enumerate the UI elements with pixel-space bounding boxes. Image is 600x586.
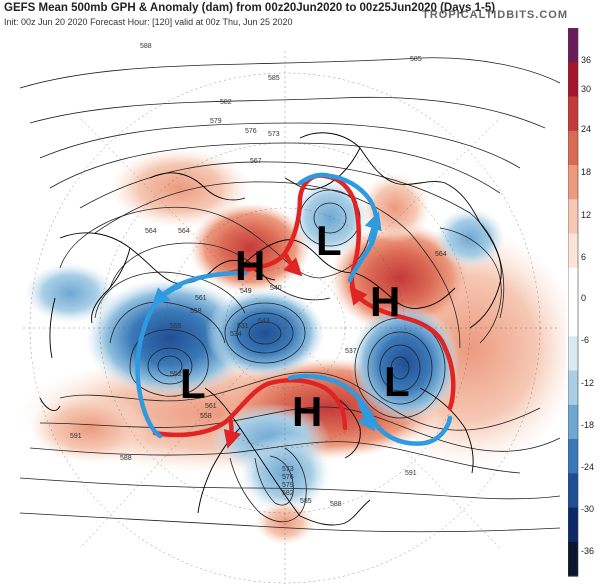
svg-text:585: 585 <box>410 56 422 63</box>
colorbar-frame <box>568 28 579 577</box>
tick-neg36: -36 <box>581 546 594 556</box>
colorbar-block <box>568 302 578 337</box>
height-contours <box>19 57 561 533</box>
colorbar-block <box>568 130 578 166</box>
colorbar-block <box>568 62 578 98</box>
svg-text:591: 591 <box>405 470 417 477</box>
svg-text:549: 549 <box>240 288 252 295</box>
svg-text:534: 534 <box>230 331 242 338</box>
ridge-arrow-central <box>152 378 348 438</box>
tick-0: 0 <box>581 293 586 303</box>
hemispheric-map: 588 585 585 582 579 576 573 567 564 561 … <box>0 28 566 584</box>
svg-text:561: 561 <box>205 403 217 410</box>
tick-neg24: -24 <box>581 462 594 472</box>
svg-text:591: 591 <box>70 433 82 440</box>
tick-18: 18 <box>581 167 591 177</box>
svg-text:558: 558 <box>200 413 212 420</box>
map-subtitle: Init: 00z Jun 20 2020 Forecast Hour: [12… <box>4 17 293 27</box>
colorbar-block <box>568 96 578 132</box>
svg-text:582: 582 <box>282 490 294 497</box>
site-credit: TROPICALTIDBITS.COM <box>422 9 568 21</box>
svg-text:531: 531 <box>237 323 249 330</box>
tick-24: 24 <box>581 124 591 134</box>
colorbar-block <box>568 165 578 200</box>
tick-6: 6 <box>581 252 586 262</box>
svg-text:573: 573 <box>282 466 294 473</box>
svg-text:540: 540 <box>270 285 282 292</box>
low-label-atlantic: L <box>384 358 410 405</box>
svg-text:582: 582 <box>220 99 232 106</box>
anomaly-shading <box>20 148 566 545</box>
low-label-siberia: L <box>316 217 342 264</box>
svg-text:555: 555 <box>170 323 182 330</box>
colorbar-block <box>568 336 578 372</box>
tick-30: 30 <box>581 84 591 94</box>
svg-text:561: 561 <box>195 295 207 302</box>
svg-text:552: 552 <box>170 371 182 378</box>
trough-arrow-west <box>135 270 248 439</box>
colorbar-block <box>568 473 578 509</box>
svg-text:579: 579 <box>210 118 222 125</box>
low-label-pacific: L <box>180 360 206 407</box>
ridge-arrow-east <box>349 285 448 351</box>
svg-text:564: 564 <box>435 251 447 258</box>
map-title: GEFS Mean 500mb GPH & Anomaly (dam) from… <box>4 2 496 14</box>
tick-neg6: -6 <box>581 335 589 345</box>
tick-36: 36 <box>581 55 591 65</box>
colorbar-block <box>568 439 578 474</box>
pressure-center-labels: H H H L L L <box>180 217 410 435</box>
svg-text:585: 585 <box>300 498 312 505</box>
high-label-eastern-asia: H <box>235 242 265 289</box>
svg-text:588: 588 <box>140 43 152 50</box>
svg-text:564: 564 <box>145 228 157 235</box>
colorbar-block <box>568 233 578 269</box>
svg-text:573: 573 <box>268 131 280 138</box>
tick-neg18: -18 <box>581 420 594 430</box>
high-label-europe: H <box>370 278 400 325</box>
colorbar-block <box>568 28 578 63</box>
colorbar-block <box>568 370 578 406</box>
tick-neg30: -30 <box>581 504 594 514</box>
svg-text:588: 588 <box>330 501 342 508</box>
tick-neg12: -12 <box>581 378 594 388</box>
colorbar-block <box>568 199 578 235</box>
trough-arrow-north <box>297 172 379 283</box>
svg-text:576: 576 <box>245 128 257 135</box>
svg-text:558: 558 <box>190 308 202 315</box>
svg-text:576: 576 <box>282 474 294 481</box>
tick-12: 12 <box>581 210 591 220</box>
colorbar-ticks: 36 30 24 18 12 6 0 -6 -12 -18 -24 -30 -3… <box>581 55 594 556</box>
svg-text:567: 567 <box>250 158 262 165</box>
colorbar-blocks <box>568 28 579 577</box>
colorbar-block <box>568 404 578 440</box>
trough-flow-arrows <box>135 172 453 446</box>
colorbar-block <box>568 507 578 543</box>
svg-text:537: 537 <box>345 348 357 355</box>
svg-text:588: 588 <box>120 455 132 462</box>
svg-text:579: 579 <box>282 482 294 489</box>
colorbar-block <box>568 541 578 577</box>
svg-text:543: 543 <box>258 318 270 325</box>
svg-text:564: 564 <box>178 228 190 235</box>
anomaly-colorbar: 36 30 24 18 12 6 0 -6 -12 -18 -24 -30 -3… <box>568 28 594 577</box>
high-label-north-america: H <box>292 388 322 435</box>
svg-text:585: 585 <box>268 75 280 82</box>
colorbar-block <box>568 267 578 303</box>
trough-arrow-east <box>287 373 453 446</box>
contour-labels: 588 585 585 582 579 576 573 567 564 561 … <box>70 43 447 508</box>
